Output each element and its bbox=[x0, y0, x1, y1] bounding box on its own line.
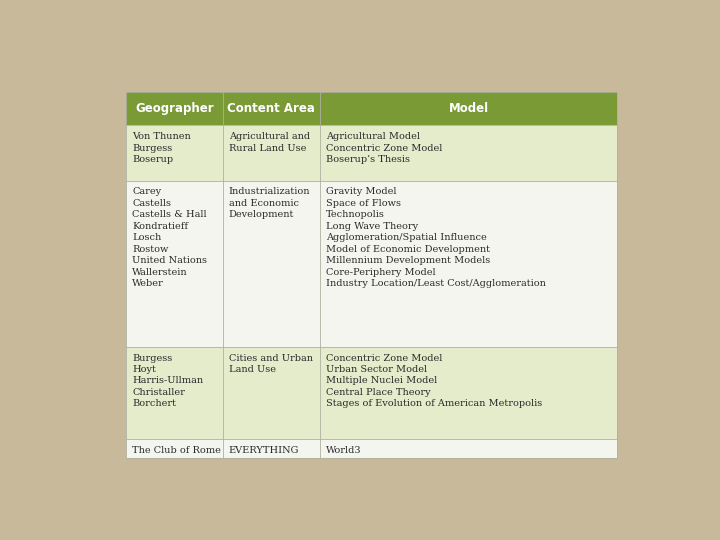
Bar bbox=[320, 439, 617, 458]
Text: Burgess
Hoyt
Harris-Ullman
Christaller
Borchert: Burgess Hoyt Harris-Ullman Christaller B… bbox=[132, 354, 203, 408]
Text: Concentric Zone Model
Urban Sector Model
Multiple Nuclei Model
Central Place The: Concentric Zone Model Urban Sector Model… bbox=[325, 354, 542, 408]
Text: Industrialization
and Economic
Development: Industrialization and Economic Developme… bbox=[229, 187, 310, 219]
Text: EVERYTHING: EVERYTHING bbox=[229, 446, 300, 455]
Bar bbox=[223, 181, 320, 347]
Bar bbox=[126, 347, 223, 439]
Bar bbox=[126, 92, 617, 458]
Bar bbox=[320, 125, 617, 181]
Text: Cities and Urban
Land Use: Cities and Urban Land Use bbox=[229, 354, 313, 374]
Text: World3: World3 bbox=[325, 446, 361, 455]
Bar bbox=[126, 125, 223, 181]
Bar bbox=[223, 439, 320, 458]
Text: The Club of Rome: The Club of Rome bbox=[132, 446, 221, 455]
Bar bbox=[223, 347, 320, 439]
Bar bbox=[126, 181, 223, 347]
Text: Von Thunen
Burgess
Boserup: Von Thunen Burgess Boserup bbox=[132, 132, 191, 164]
Bar bbox=[223, 92, 320, 125]
Bar bbox=[320, 181, 617, 347]
Bar bbox=[320, 347, 617, 439]
Text: Gravity Model
Space of Flows
Technopolis
Long Wave Theory
Agglomeration/Spatial : Gravity Model Space of Flows Technopolis… bbox=[325, 187, 546, 288]
Bar bbox=[126, 439, 223, 458]
Text: Model: Model bbox=[449, 102, 489, 115]
Bar bbox=[126, 92, 223, 125]
Text: Content Area: Content Area bbox=[228, 102, 315, 115]
Text: Agricultural and
Rural Land Use: Agricultural and Rural Land Use bbox=[229, 132, 310, 152]
Text: Carey
Castells
Castells & Hall
Kondratieff
Losch
Rostow
United Nations
Wallerste: Carey Castells Castells & Hall Kondratie… bbox=[132, 187, 207, 288]
Bar bbox=[223, 125, 320, 181]
Text: Agricultural Model
Concentric Zone Model
Boserup’s Thesis: Agricultural Model Concentric Zone Model… bbox=[325, 132, 442, 164]
Bar bbox=[320, 92, 617, 125]
Text: Geographer: Geographer bbox=[135, 102, 214, 115]
